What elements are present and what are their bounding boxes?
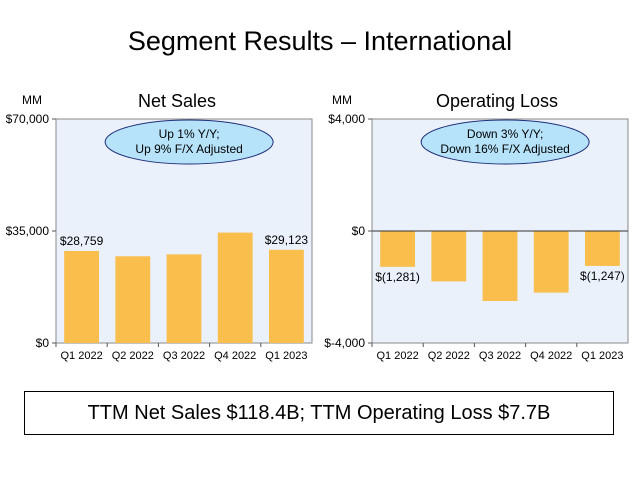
chart-svg: MM Operating Loss $-4,000 $0 $4,000 Q1 2022 $(… [324, 91, 629, 362]
ttm-summary-text: TTM Net Sales $118.4B; TTM Operating Los… [87, 401, 551, 424]
data-label: $(1,247) [580, 269, 625, 283]
bar [533, 231, 569, 293]
operating-loss-chart: MM Operating Loss $-4,000 $0 $4,000 Q1 2022 $(… [322, 84, 640, 374]
annotation-bubble [420, 119, 590, 165]
bar [217, 232, 253, 343]
y-tick-label: $0 [352, 224, 366, 238]
bar [268, 249, 304, 343]
y-tick-label: $70,000 [6, 112, 50, 126]
bar [482, 231, 518, 301]
annotation-line: Down 3% Y/Y; [467, 127, 543, 141]
x-tick-label: Q4 2022 [214, 350, 256, 362]
annotation-line: Down 16% F/X Adjusted [440, 142, 569, 156]
chart-svg: MM Net Sales $0 $35,000 $70,000 Q1 2022 $28,75… [6, 91, 313, 362]
bar [380, 231, 416, 267]
y-tick-label: $4,000 [328, 112, 365, 126]
unit-label: MM [332, 93, 352, 107]
x-tick-label: Q1 2023 [265, 350, 307, 362]
bar [584, 231, 620, 266]
annotation-bubble [104, 119, 274, 165]
x-tick-label: Q2 2022 [428, 350, 470, 362]
x-tick-label: Q3 2022 [163, 350, 205, 362]
y-tick-label: $35,000 [6, 224, 50, 238]
bar [431, 231, 467, 282]
annotation-line: Up 9% F/X Adjusted [135, 142, 242, 156]
data-label: $(1,281) [375, 270, 420, 284]
data-label: $28,759 [60, 234, 104, 248]
x-tick-label: Q1 2022 [376, 350, 418, 362]
annotation-line: Up 1% Y/Y; [159, 127, 220, 141]
page-title: Segment Results – International [127, 26, 513, 56]
x-tick-label: Q2 2022 [112, 350, 154, 362]
unit-label: MM [22, 93, 42, 107]
ttm-summary-box: TTM Net Sales $118.4B; TTM Operating Los… [24, 391, 614, 435]
x-tick-label: Q3 2022 [479, 350, 521, 362]
x-tick-label: Q1 2022 [60, 350, 102, 362]
x-tick-label: Q4 2022 [530, 350, 572, 362]
bar [115, 256, 151, 343]
chart-title: Net Sales [138, 91, 216, 111]
y-tick-label: $-4,000 [324, 336, 365, 350]
bar [166, 254, 202, 343]
data-label: $29,123 [265, 233, 309, 247]
bar [64, 250, 100, 343]
chart-title: Operating Loss [436, 91, 558, 111]
x-tick-label: Q1 2023 [581, 350, 623, 362]
y-tick-label: $0 [36, 336, 50, 350]
net-sales-chart: MM Net Sales $0 $35,000 $70,000 Q1 2022 $28,75… [0, 84, 320, 374]
